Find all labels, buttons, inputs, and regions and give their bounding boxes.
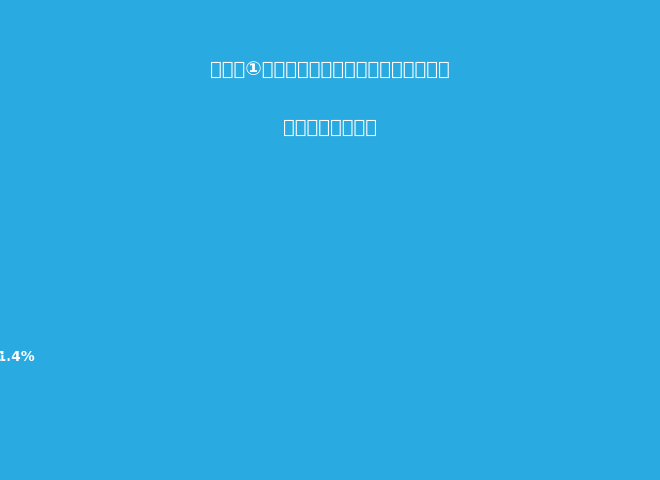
Bar [20, 409, 76, 425]
Text: 5.1%: 5.1% [95, 293, 123, 302]
Bar [20, 260, 137, 276]
Text: マイクロソフトオフィス
スペシャリスト（MOS）: マイクロソフトオフィス スペシャリスト（MOS） [0, 317, 13, 338]
Text: 4.0%: 4.0% [80, 412, 108, 422]
Bar [20, 349, 40, 366]
Bar [20, 289, 91, 306]
Text: 簿記: 簿記 [1, 382, 13, 392]
Text: 選択してください: 選択してください [283, 118, 377, 137]
Text: 15.5%: 15.5% [240, 173, 275, 183]
Text: 【質問①】学生時代に取っておくべき資格を: 【質問①】学生時代に取っておくべき資格を [210, 60, 450, 79]
Text: TOEIC: TOEIC [0, 412, 13, 422]
Bar [20, 319, 67, 336]
Bar [20, 379, 102, 396]
Bar [20, 170, 236, 186]
Text: 8.4%: 8.4% [141, 263, 170, 273]
Text: 普通自動車免許: 普通自動車免許 [0, 352, 13, 362]
Text: 秘書検定: 秘書検定 [0, 203, 13, 213]
Text: 39.5%: 39.5% [574, 233, 610, 243]
Bar [20, 229, 570, 246]
Text: 15.8%: 15.8% [244, 203, 280, 213]
Bar [20, 200, 240, 216]
Text: 5.9%: 5.9% [106, 382, 135, 392]
Text: わんぱく 教育カンパニー: わんぱく 教育カンパニー [108, 446, 195, 460]
Text: ITパスポート試験: ITパスポート試験 [0, 263, 13, 273]
Text: 基本情報技術者試験: 基本情報技術者試験 [0, 233, 13, 243]
Text: 3.4%: 3.4% [72, 323, 100, 333]
Text: 宅地建物取引士: 宅地建物取引士 [0, 173, 13, 183]
Text: 1.4%: 1.4% [0, 350, 36, 364]
Text: FP技能検定
（ファイナンシャルプランナー）: FP技能検定 （ファイナンシャルプランナー） [0, 287, 13, 309]
